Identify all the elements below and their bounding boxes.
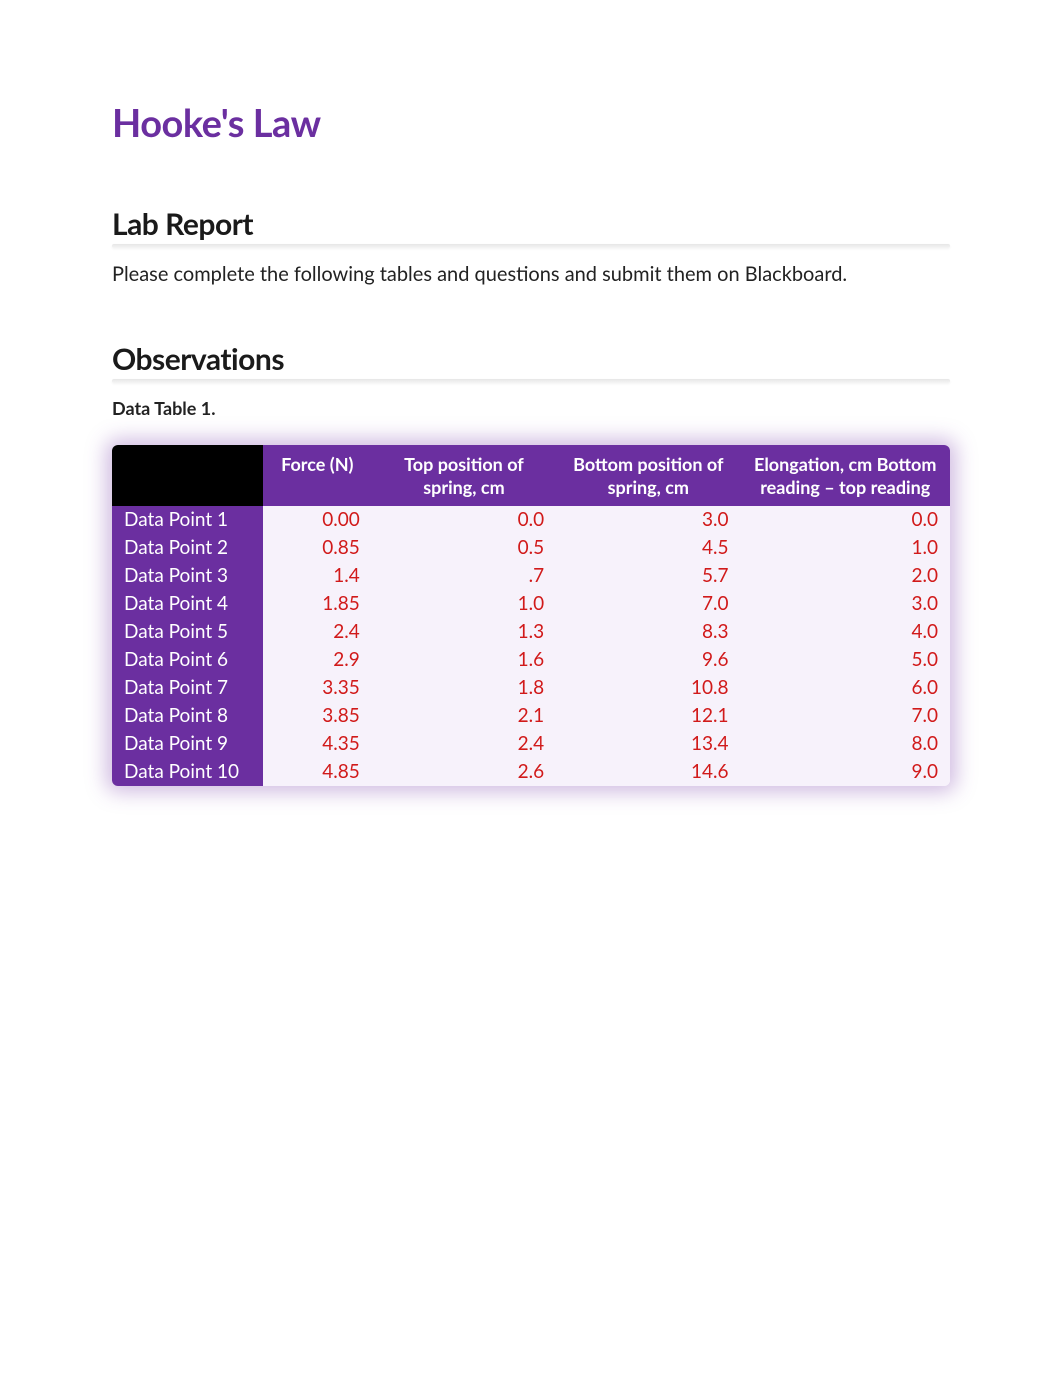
section-rule xyxy=(112,244,950,248)
row-label: Data Point 4 xyxy=(112,590,263,618)
cell-bottom: 7.0 xyxy=(556,590,740,618)
cell-top: .7 xyxy=(372,562,556,590)
cell-bottom: 13.4 xyxy=(556,730,740,758)
cell-top: 2.6 xyxy=(372,758,556,786)
table-row: Data Point 6 2.9 1.6 9.6 5.0 xyxy=(112,646,950,674)
cell-elong: 6.0 xyxy=(740,674,950,702)
row-label: Data Point 1 xyxy=(112,506,263,534)
row-label: Data Point 5 xyxy=(112,618,263,646)
cell-elong: 5.0 xyxy=(740,646,950,674)
cell-top: 1.8 xyxy=(372,674,556,702)
table-row: Data Point 3 1.4 .7 5.7 2.0 xyxy=(112,562,950,590)
cell-top: 1.6 xyxy=(372,646,556,674)
cell-top: 2.4 xyxy=(372,730,556,758)
cell-top: 1.0 xyxy=(372,590,556,618)
cell-top: 2.1 xyxy=(372,702,556,730)
col-header-top: Top position of spring, cm xyxy=(372,445,556,506)
table-row: Data Point 5 2.4 1.3 8.3 4.0 xyxy=(112,618,950,646)
cell-force: 0.85 xyxy=(263,534,372,562)
lab-report-text: Please complete the following tables and… xyxy=(112,262,950,286)
section-lab-report: Lab Report Please complete the following… xyxy=(112,206,950,286)
lab-report-heading: Lab Report xyxy=(112,206,950,242)
page: Hooke's Law Lab Report Please complete t… xyxy=(0,0,1062,786)
cell-bottom: 3.0 xyxy=(556,506,740,534)
col-header-force: Force (N) xyxy=(263,445,372,506)
cell-bottom: 4.5 xyxy=(556,534,740,562)
cell-bottom: 14.6 xyxy=(556,758,740,786)
cell-force: 4.35 xyxy=(263,730,372,758)
row-label: Data Point 7 xyxy=(112,674,263,702)
cell-force: 3.85 xyxy=(263,702,372,730)
data-table: Force (N) Top position of spring, cm Bot… xyxy=(112,445,950,786)
cell-force: 4.85 xyxy=(263,758,372,786)
cell-top: 1.3 xyxy=(372,618,556,646)
col-header-blank xyxy=(112,445,263,506)
section-observations: Observations Data Table 1. Force (N) Top… xyxy=(112,341,950,786)
page-title: Hooke's Law xyxy=(112,100,950,146)
row-label: Data Point 3 xyxy=(112,562,263,590)
row-label: Data Point 10 xyxy=(112,758,263,786)
observations-heading: Observations xyxy=(112,341,950,377)
table-row: Data Point 8 3.85 2.1 12.1 7.0 xyxy=(112,702,950,730)
table-header-row: Force (N) Top position of spring, cm Bot… xyxy=(112,445,950,506)
section-rule xyxy=(112,379,950,383)
table-row: Data Point 1 0.00 0.0 3.0 0.0 xyxy=(112,506,950,534)
table-row: Data Point 10 4.85 2.6 14.6 9.0 xyxy=(112,758,950,786)
cell-force: 2.4 xyxy=(263,618,372,646)
row-label: Data Point 6 xyxy=(112,646,263,674)
cell-force: 1.4 xyxy=(263,562,372,590)
cell-elong: 8.0 xyxy=(740,730,950,758)
cell-top: 0.5 xyxy=(372,534,556,562)
cell-bottom: 9.6 xyxy=(556,646,740,674)
cell-elong: 9.0 xyxy=(740,758,950,786)
cell-force: 1.85 xyxy=(263,590,372,618)
row-label: Data Point 9 xyxy=(112,730,263,758)
cell-elong: 0.0 xyxy=(740,506,950,534)
table-caption: Data Table 1. xyxy=(112,397,950,419)
cell-bottom: 12.1 xyxy=(556,702,740,730)
cell-bottom: 8.3 xyxy=(556,618,740,646)
table-row: Data Point 2 0.85 0.5 4.5 1.0 xyxy=(112,534,950,562)
row-label: Data Point 8 xyxy=(112,702,263,730)
cell-force: 0.00 xyxy=(263,506,372,534)
table-row: Data Point 9 4.35 2.4 13.4 8.0 xyxy=(112,730,950,758)
data-table-wrap: Force (N) Top position of spring, cm Bot… xyxy=(112,445,950,786)
cell-top: 0.0 xyxy=(372,506,556,534)
cell-bottom: 10.8 xyxy=(556,674,740,702)
row-label: Data Point 2 xyxy=(112,534,263,562)
col-header-bottom: Bottom position of spring, cm xyxy=(556,445,740,506)
cell-elong: 4.0 xyxy=(740,618,950,646)
col-header-elong: Elongation, cm Bottom reading – top read… xyxy=(740,445,950,506)
table-row: Data Point 4 1.85 1.0 7.0 3.0 xyxy=(112,590,950,618)
cell-elong: 1.0 xyxy=(740,534,950,562)
cell-force: 3.35 xyxy=(263,674,372,702)
cell-elong: 3.0 xyxy=(740,590,950,618)
cell-bottom: 5.7 xyxy=(556,562,740,590)
cell-elong: 2.0 xyxy=(740,562,950,590)
cell-force: 2.9 xyxy=(263,646,372,674)
table-row: Data Point 7 3.35 1.8 10.8 6.0 xyxy=(112,674,950,702)
cell-elong: 7.0 xyxy=(740,702,950,730)
